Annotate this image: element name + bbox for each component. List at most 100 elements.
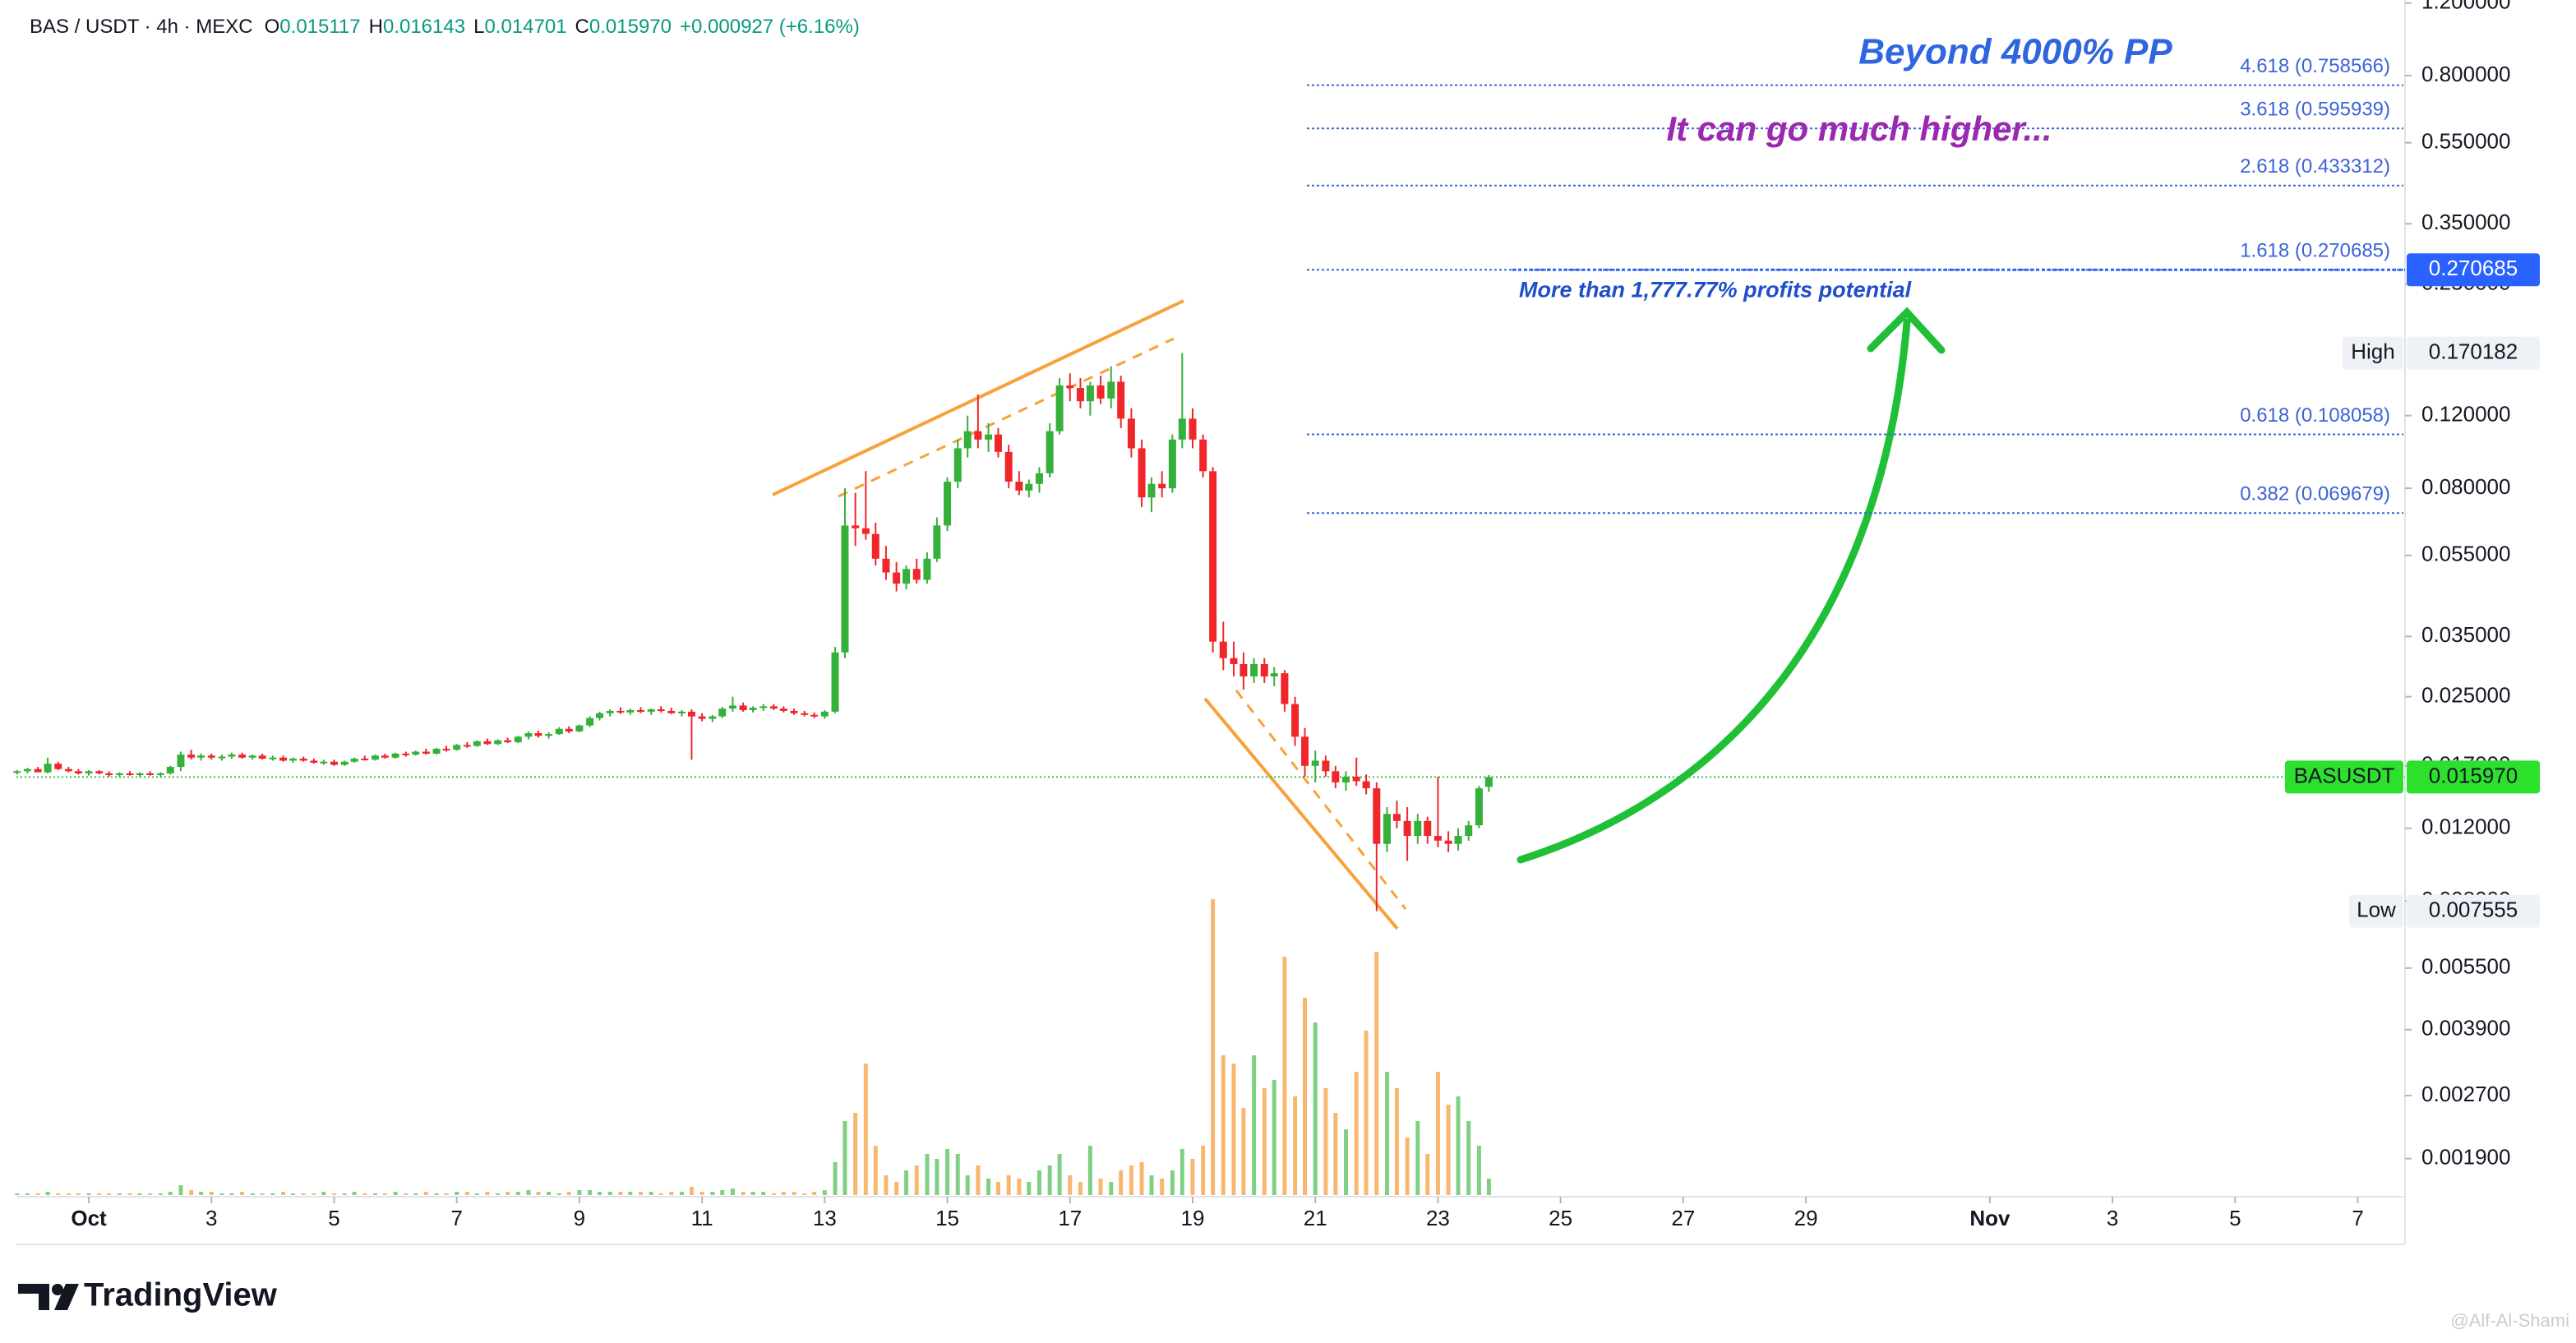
candle-body xyxy=(759,706,768,708)
last-value: 0.015970 xyxy=(2429,763,2518,787)
candle-body xyxy=(44,764,52,773)
volume-bar xyxy=(199,1192,204,1195)
candle-body xyxy=(126,773,134,775)
ray-text: More than 1,777.77% profits potential xyxy=(1519,277,1912,302)
candle-body xyxy=(340,761,349,765)
x-tick-label: 17 xyxy=(1058,1206,1082,1230)
volume-bar xyxy=(312,1193,316,1195)
candle-body xyxy=(586,718,594,726)
candle-body xyxy=(1373,788,1381,844)
volume-bar xyxy=(935,1159,939,1195)
candle-body xyxy=(1484,777,1493,787)
volume-bar xyxy=(822,1190,827,1195)
ohlc-key: H xyxy=(369,16,383,38)
candle-body xyxy=(1444,840,1452,844)
x-tick-label: 11 xyxy=(691,1206,713,1230)
candle-body xyxy=(310,760,318,763)
candle-body xyxy=(442,749,450,751)
volume-bar xyxy=(107,1193,112,1195)
candle-body xyxy=(218,756,226,759)
volume-bar xyxy=(1129,1165,1133,1195)
candle-body xyxy=(350,758,358,762)
volume-bar xyxy=(15,1193,20,1195)
header: BAS / USDT · 4h · MEXC O0.015117 H0.016143… xyxy=(30,16,860,38)
x-tick-label: Oct xyxy=(71,1206,107,1230)
volume-bar xyxy=(1323,1088,1328,1195)
candle-body xyxy=(166,767,174,773)
fib-label: 2.618 (0.433312) xyxy=(2240,155,2390,178)
volume-bar xyxy=(577,1190,582,1195)
candle-body xyxy=(575,725,584,731)
volume-bar xyxy=(588,1190,593,1195)
candle-body xyxy=(1096,385,1105,399)
volume-bar xyxy=(97,1193,102,1195)
candle-body xyxy=(1066,385,1074,389)
y-tick-label: 1.200000 xyxy=(2421,0,2510,13)
ohlc-value: 0.014701 xyxy=(484,16,566,38)
volume-bar xyxy=(1201,1146,1206,1195)
candle-body xyxy=(749,708,757,710)
low-value: 0.007555 xyxy=(2429,898,2518,922)
candle-body xyxy=(974,431,982,440)
volume-bar xyxy=(741,1192,746,1195)
candle-body xyxy=(1465,825,1473,837)
ohlc-value: 0.016143 xyxy=(383,16,465,38)
candle-body xyxy=(1270,673,1278,676)
candle-body xyxy=(739,705,747,710)
candle-body xyxy=(1107,381,1115,399)
x-tick-label: 23 xyxy=(1426,1206,1450,1230)
x-tick-label: 5 xyxy=(328,1206,339,1230)
volume-bar xyxy=(189,1190,194,1195)
last-label: BASUSDT xyxy=(2294,763,2395,787)
volume-bar xyxy=(1272,1080,1276,1195)
volume-bar xyxy=(404,1193,409,1195)
candle-body xyxy=(963,431,972,449)
candle-body xyxy=(769,706,778,709)
candle-body xyxy=(228,755,236,757)
x-tick-label: 13 xyxy=(813,1206,837,1230)
candle-body xyxy=(23,768,31,772)
candle-body xyxy=(698,716,706,719)
candle-body xyxy=(985,434,993,440)
candle-body xyxy=(1332,771,1340,782)
y-tick-label: 0.005500 xyxy=(2421,954,2510,979)
volume-bar xyxy=(904,1170,909,1195)
change: +0.000927 (+6.16%) xyxy=(680,16,860,38)
volume-bar xyxy=(1293,1096,1298,1195)
volume-bar xyxy=(25,1193,30,1195)
candle-body xyxy=(893,572,901,584)
candle-body xyxy=(801,713,809,715)
volume-bar xyxy=(792,1192,796,1195)
candle-body xyxy=(1352,777,1360,782)
candle-body xyxy=(299,758,307,761)
candle-body xyxy=(391,753,399,758)
volume-bar xyxy=(1405,1138,1410,1195)
candle-body xyxy=(504,740,512,742)
candle-body xyxy=(1322,760,1330,772)
candle-body xyxy=(647,709,655,712)
volume-bar xyxy=(423,1192,428,1195)
channel-lower xyxy=(1203,697,1399,930)
volume-bar xyxy=(802,1193,807,1195)
candle-body xyxy=(105,773,113,775)
volume-bar xyxy=(669,1192,674,1195)
candle-body xyxy=(1076,388,1084,402)
candle-body xyxy=(667,710,676,713)
volume-bar xyxy=(894,1182,899,1195)
volume-bar xyxy=(1394,1088,1399,1195)
volume-bar xyxy=(1435,1072,1440,1195)
candle-body xyxy=(1362,781,1370,789)
candle-body xyxy=(790,710,798,713)
volume-bar xyxy=(464,1192,469,1195)
low-label-bg xyxy=(2349,894,2403,928)
candle-body xyxy=(545,734,553,736)
candle-body xyxy=(1199,439,1207,472)
candle-body xyxy=(330,761,338,765)
y-tick-label: 0.120000 xyxy=(2421,402,2510,427)
logo-dot xyxy=(52,1284,63,1295)
candle-body xyxy=(728,705,736,709)
volume-bar xyxy=(689,1187,694,1195)
volume-bar xyxy=(986,1179,991,1195)
y-tick-label: 0.003900 xyxy=(2421,1016,2510,1041)
candle-body xyxy=(187,755,196,758)
